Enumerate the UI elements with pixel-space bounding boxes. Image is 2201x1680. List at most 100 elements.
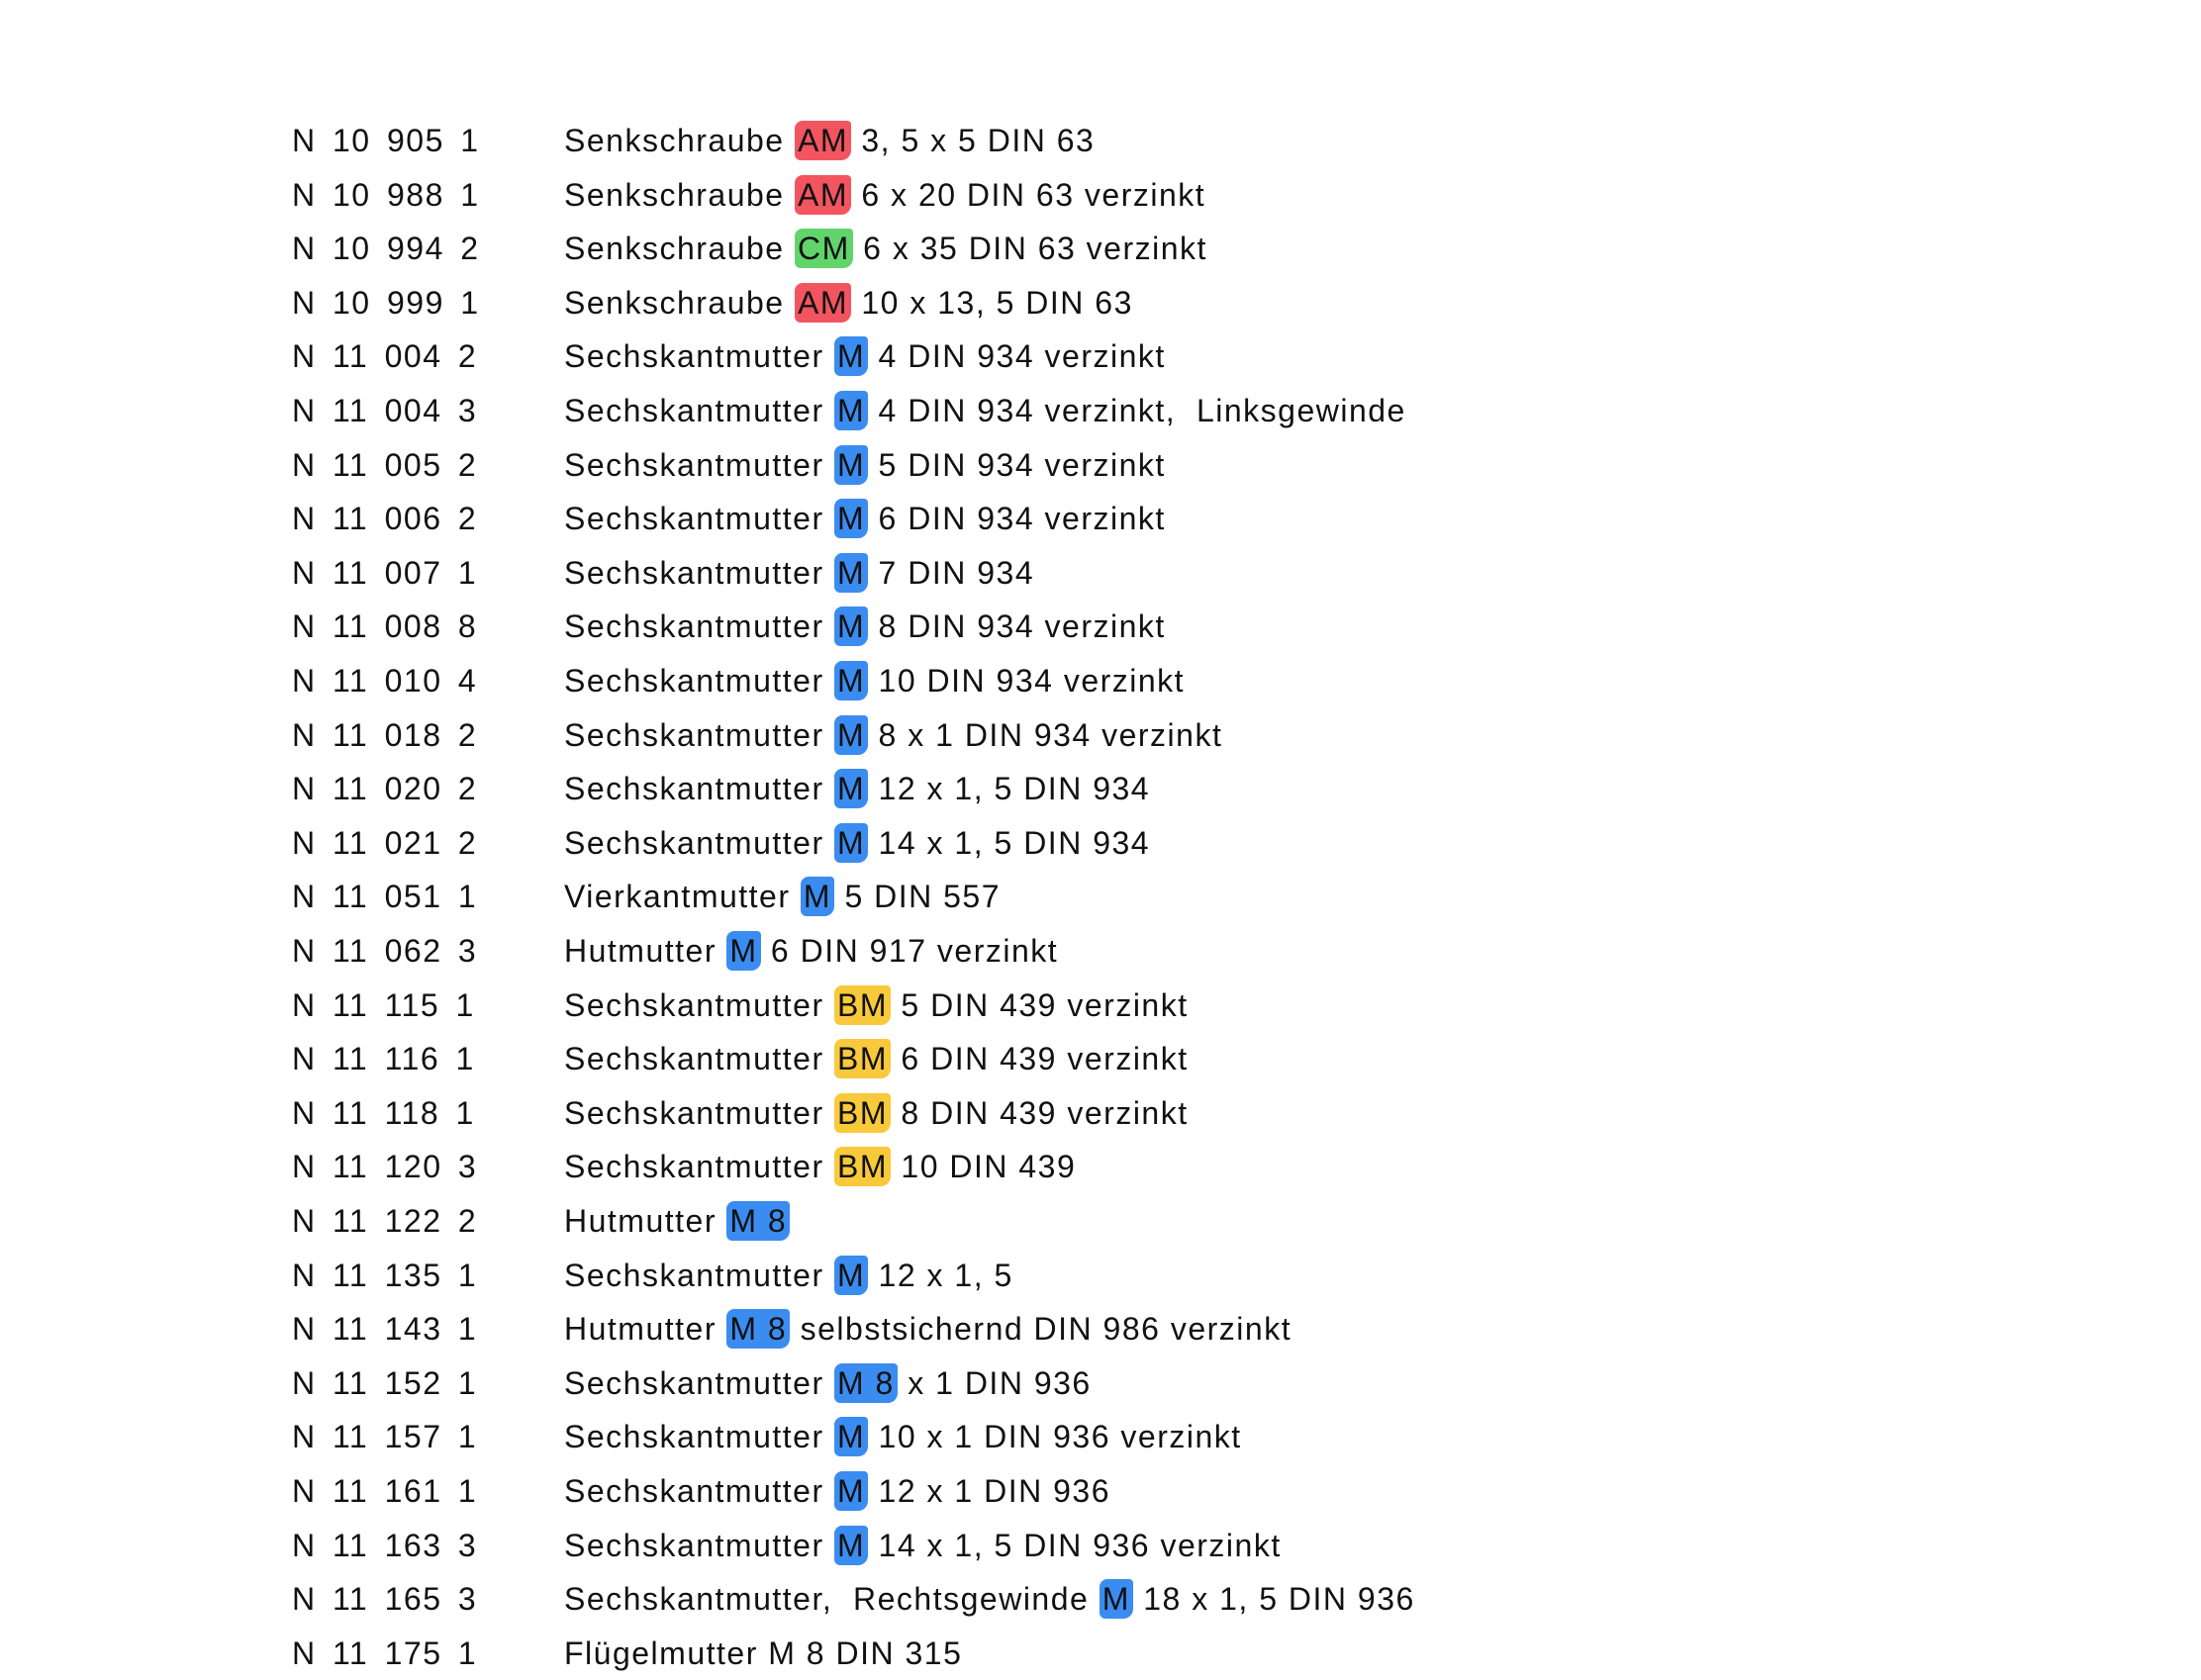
description-suffix: 6 DIN 439 verzinkt <box>891 1041 1189 1077</box>
description-suffix: 8 DIN 934 verzinkt <box>868 608 1166 645</box>
part-description: Sechskantmutter M 8 x 1 DIN 936 <box>564 1356 1092 1410</box>
part-number: N 11 020 2 <box>292 771 478 807</box>
list-item: N 11 007 1 Sechskantmutter M 7 DIN 934 <box>0 546 2201 600</box>
description-text: Sechskantmutter <box>564 771 834 807</box>
part-number: N 11 161 1 <box>292 1473 478 1509</box>
highlighted-thread-type: M <box>834 1255 869 1295</box>
description-text: Senkschraube <box>564 284 795 321</box>
part-number: N 10 988 1 <box>292 176 480 213</box>
highlighted-thread-type: BM <box>834 984 891 1025</box>
part-number: N 11 018 2 <box>292 716 478 753</box>
highlighted-thread-type: M <box>834 1471 869 1511</box>
part-description: Senkschraube CM 6 x 35 DIN 63 verzinkt <box>564 222 1207 275</box>
description-suffix: 14 x 1, 5 DIN 936 verzinkt <box>868 1527 1282 1563</box>
list-item: N 11 051 1 Vierkantmutter M 5 DIN 557 <box>0 870 2201 923</box>
part-number: N 11 010 4 <box>292 663 478 699</box>
list-item: N 11 004 2 Sechskantmutter M 4 DIN 934 ve… <box>0 329 2201 383</box>
part-number: N 10 905 1 <box>292 123 480 158</box>
part-number: N 11 115 1 <box>292 986 475 1023</box>
highlighted-thread-type: M <box>834 769 869 809</box>
highlighted-thread-type: M <box>726 931 761 971</box>
list-item: N 11 010 4 Sechskantmutter M 10 DIN 934 v… <box>0 654 2201 707</box>
description-suffix: 14 x 1, 5 DIN 934 <box>868 824 1151 861</box>
description-suffix: 8 x 1 DIN 934 verzinkt <box>868 716 1223 753</box>
description-suffix: 5 DIN 439 verzinkt <box>891 986 1189 1023</box>
description-text: Sechskantmutter <box>564 1473 834 1509</box>
description-text: Sechskantmutter <box>564 393 834 428</box>
description-suffix: selbstsichernd DIN 986 verzinkt <box>790 1311 1292 1348</box>
highlighted-thread-type: M <box>834 552 869 593</box>
list-item: N 11 118 1 Sechskantmutter BM 8 DIN 439 v… <box>0 1086 2201 1140</box>
part-number: N 11 118 1 <box>292 1094 475 1131</box>
part-description: Sechskantmutter BM 6 DIN 439 verzinkt <box>564 1032 1189 1085</box>
list-item: N 11 004 3 Sechskantmutter M 4 DIN 934 ve… <box>0 384 2201 437</box>
description-text: Senkschraube <box>564 123 795 158</box>
description-suffix: 10 DIN 439 <box>891 1149 1077 1185</box>
part-description: Hutmutter M 8 <box>564 1194 791 1248</box>
highlighted-thread-type: M <box>834 499 869 539</box>
description-text: Vierkantmutter <box>564 879 801 915</box>
part-description: Sechskantmutter M 8 x 1 DIN 934 verzinkt <box>564 708 1222 762</box>
highlighted-thread-type: M <box>834 607 869 647</box>
list-item: N 11 020 2 Sechskantmutter M 12 x 1, 5 DI… <box>0 762 2201 815</box>
list-item: N 10 905 1 Senkschraube AM 3, 5 x 5 DIN 6… <box>0 114 2201 167</box>
description-text: Senkschraube <box>564 176 795 213</box>
part-number: N 11 008 8 <box>292 608 478 645</box>
part-description: Sechskantmutter M 14 x 1, 5 DIN 934 <box>564 816 1150 870</box>
part-description: Sechskantmutter BM 10 DIN 439 <box>564 1140 1076 1193</box>
part-number: N 11 175 1 <box>292 1634 478 1671</box>
part-description: Hutmutter M 8 selbstsichernd DIN 986 ver… <box>564 1302 1292 1355</box>
highlighted-thread-type: M <box>834 391 869 430</box>
highlighted-thread-type: M <box>834 444 869 485</box>
description-text: Hutmutter <box>564 1203 727 1239</box>
list-item: N 11 005 2 Sechskantmutter M 5 DIN 934 ve… <box>0 438 2201 492</box>
part-description: Vierkantmutter M 5 DIN 557 <box>564 870 1001 923</box>
description-text: Sechskantmutter <box>564 608 834 645</box>
highlighted-thread-type: M <box>834 336 869 377</box>
description-text: Sechskantmutter <box>564 1257 834 1293</box>
part-number: N 11 165 3 <box>292 1581 478 1618</box>
part-number: N 11 021 2 <box>292 824 478 861</box>
part-description: Sechskantmutter M 4 DIN 934 verzinkt <box>564 329 1166 383</box>
part-number: N 11 051 1 <box>292 879 478 915</box>
highlighted-thread-type: AM <box>794 174 851 215</box>
highlighted-thread-type: M <box>834 1525 869 1565</box>
part-number: N 11 122 2 <box>292 1203 478 1239</box>
part-number: N 10 999 1 <box>292 284 480 321</box>
description-suffix: 10 x 1 DIN 936 verzinkt <box>868 1419 1242 1455</box>
part-number: N 11 152 1 <box>292 1364 478 1401</box>
list-item: N 11 143 1 Hutmutter M 8 selbstsichernd D… <box>0 1302 2201 1355</box>
part-description: Sechskantmutter M 4 DIN 934 verzinkt, Li… <box>564 384 1406 437</box>
list-item: N 11 006 2 Sechskantmutter M 6 DIN 934 ve… <box>0 492 2201 545</box>
list-item: N 11 008 8 Sechskantmutter M 8 DIN 934 ve… <box>0 600 2201 653</box>
part-number: N 11 135 1 <box>292 1257 478 1293</box>
description-text: Hutmutter <box>564 933 727 969</box>
part-description: Sechskantmutter M 6 DIN 934 verzinkt <box>564 492 1166 545</box>
part-number: N 10 994 2 <box>292 231 480 267</box>
description-text: Sechskantmutter, Rechtsgewinde <box>564 1581 1100 1618</box>
list-item: N 11 116 1 Sechskantmutter BM 6 DIN 439 v… <box>0 1032 2201 1085</box>
description-text: Sechskantmutter <box>564 663 834 699</box>
part-description: Senkschraube AM 3, 5 x 5 DIN 63 <box>564 114 1095 167</box>
part-number: N 11 157 1 <box>292 1419 478 1455</box>
list-item: N 11 135 1 Sechskantmutter M 12 x 1, 5 <box>0 1249 2201 1302</box>
description-text: Sechskantmutter <box>564 446 834 483</box>
list-item: N 11 175 1 Flügelmutter M 8 DIN 315 <box>0 1627 2201 1680</box>
part-description: Sechskantmutter BM 8 DIN 439 verzinkt <box>564 1086 1189 1140</box>
part-description: Hutmutter M 6 DIN 917 verzinkt <box>564 924 1058 978</box>
description-text: Sechskantmutter <box>564 986 834 1023</box>
description-suffix: 7 DIN 934 <box>868 554 1035 591</box>
description-text: Sechskantmutter <box>564 554 834 591</box>
part-description: Sechskantmutter M 14 x 1, 5 DIN 936 verz… <box>564 1519 1282 1572</box>
part-description: Sechskantmutter M 12 x 1, 5 DIN 934 <box>564 762 1150 815</box>
highlighted-thread-type: M <box>1099 1579 1133 1620</box>
part-number: N 11 143 1 <box>292 1311 478 1348</box>
part-description: Sechskantmutter M 12 x 1, 5 <box>564 1249 1013 1302</box>
description-text: Hutmutter <box>564 1311 727 1348</box>
description-text: Sechskantmutter <box>564 716 834 753</box>
description-text: Sechskantmutter <box>564 1419 834 1455</box>
part-number: N 11 004 2 <box>292 338 478 375</box>
list-item: N 11 157 1 Sechskantmutter M 10 x 1 DIN 9… <box>0 1410 2201 1463</box>
list-item: N 11 021 2 Sechskantmutter M 14 x 1, 5 DI… <box>0 816 2201 870</box>
part-number: N 11 006 2 <box>292 501 478 537</box>
